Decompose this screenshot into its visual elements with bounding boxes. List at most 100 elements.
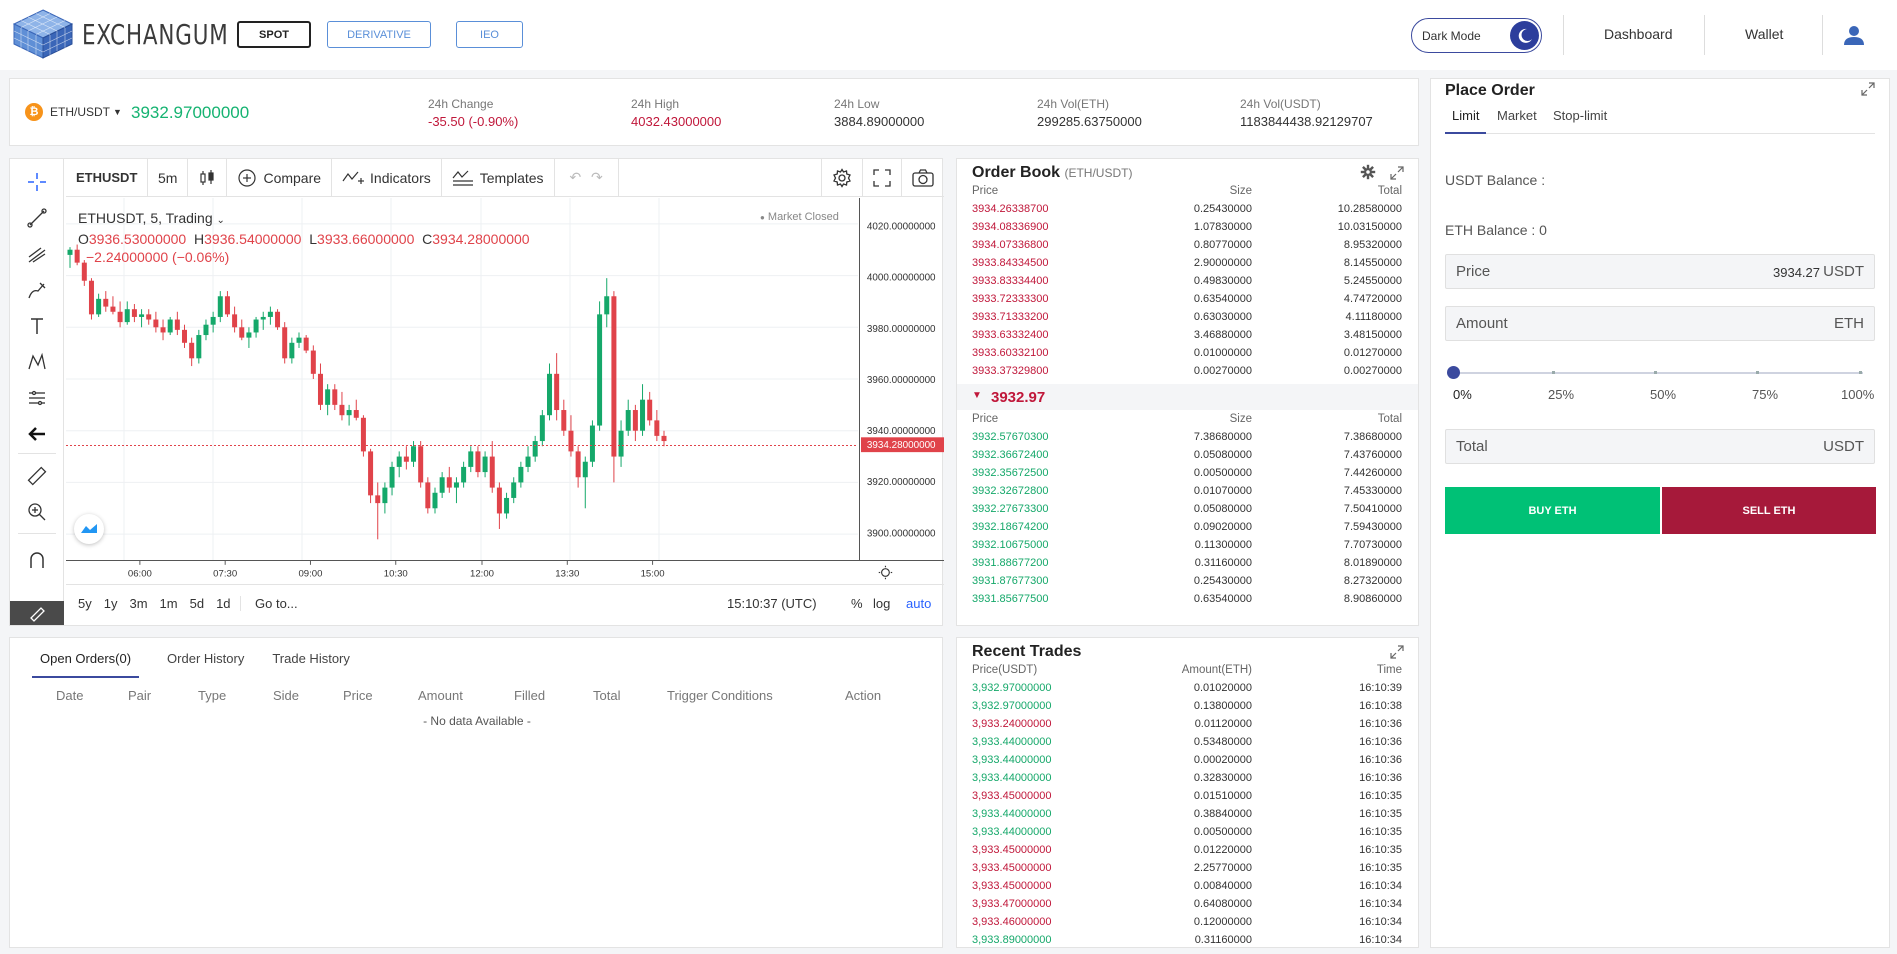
trade-row[interactable]: 3,933.45000000 0.01220000 16:10:35 — [972, 844, 1402, 862]
trade-row[interactable]: 3,933.47000000 0.64080000 16:10:34 — [972, 898, 1402, 916]
expand-icon[interactable] — [1861, 82, 1875, 96]
trade-row[interactable]: 3,933.45000000 0.01510000 16:10:35 — [972, 790, 1402, 808]
ask-row[interactable]: 3933.37329800 0.00270000 0.00270000 — [972, 365, 1402, 383]
range-5d[interactable]: 5d — [189, 596, 205, 611]
trade-row[interactable]: 3,932.97000000 0.01020000 16:10:39 — [972, 682, 1402, 700]
log-toggle[interactable]: log — [873, 596, 891, 611]
bid-row[interactable]: 3931.88677200 0.31160000 8.01890000 — [972, 557, 1402, 575]
auto-toggle[interactable]: auto — [906, 596, 932, 611]
bid-row[interactable]: 3932.35672500 0.00500000 7.44260000 — [972, 467, 1402, 485]
bid-row[interactable]: 3932.57670300 7.38680000 7.38680000 — [972, 431, 1402, 449]
brand-logo[interactable]: EXCHANGUM — [12, 8, 254, 60]
bid-row[interactable]: 3932.32672800 0.01070000 7.45330000 — [972, 485, 1402, 503]
templates-button[interactable]: Templates — [442, 158, 555, 197]
tab-order-history[interactable]: Order History — [167, 651, 245, 666]
redo-icon[interactable]: ↷ — [590, 169, 603, 185]
crosshair-icon[interactable] — [26, 171, 48, 193]
ask-row[interactable]: 3933.71333200 0.63030000 4.11180000 — [972, 311, 1402, 329]
symbol-search[interactable]: ETHUSDT — [66, 158, 148, 197]
tab-trade-history[interactable]: Trade History — [272, 651, 350, 666]
fullscreen-button[interactable] — [863, 158, 902, 197]
trade-row[interactable]: 3,933.44000000 0.32830000 16:10:36 — [972, 772, 1402, 790]
mark-100[interactable]: 100% — [1841, 387, 1875, 402]
trade-row[interactable]: 3,933.24000000 0.01120000 16:10:36 — [972, 718, 1402, 736]
ruler-icon[interactable] — [26, 465, 48, 487]
ask-row[interactable]: 3933.60332100 0.01000000 0.01270000 — [972, 347, 1402, 365]
ieo-button[interactable]: IEO — [456, 21, 523, 48]
magnet-icon[interactable] — [26, 549, 48, 571]
interval-selector[interactable]: 5m — [148, 158, 189, 197]
zoom-in-icon[interactable] — [26, 501, 48, 523]
tab-open-orders[interactable]: Open Orders(0) — [32, 651, 140, 678]
sell-eth-button[interactable]: SELL ETH — [1662, 487, 1876, 534]
trade-row[interactable]: 3,933.44000000 0.00500000 16:10:35 — [972, 826, 1402, 844]
range-1m[interactable]: 1m — [159, 596, 178, 611]
trade-row[interactable]: 3,933.44000000 0.53480000 16:10:36 — [972, 736, 1402, 754]
mark-0[interactable]: 0% — [1453, 387, 1472, 402]
expand-icon[interactable] — [1390, 645, 1404, 659]
lock-drawings-button[interactable] — [10, 601, 64, 625]
mark-75[interactable]: 75% — [1752, 387, 1779, 402]
range-3m[interactable]: 3m — [129, 596, 148, 611]
bid-row[interactable]: 3932.18674200 0.09020000 7.59430000 — [972, 521, 1402, 539]
indicators-button[interactable]: Indicators — [332, 158, 442, 197]
user-icon[interactable] — [1843, 24, 1865, 51]
pitchfork-icon[interactable] — [26, 243, 48, 265]
goto-button[interactable]: Go to... — [240, 596, 298, 611]
pair-selector[interactable]: ₿ ETH/USDT ▼ — [25, 103, 122, 121]
trade-row[interactable]: 3,933.45000000 0.00840000 16:10:34 — [972, 880, 1402, 898]
trade-row[interactable]: 3,933.44000000 0.38840000 16:10:35 — [972, 808, 1402, 826]
ask-row[interactable]: 3933.84334500 2.90000000 8.14550000 — [972, 257, 1402, 275]
ask-row[interactable]: 3933.63332400 3.46880000 3.48150000 — [972, 329, 1402, 347]
tab-stop-limit[interactable]: Stop-limit — [1553, 108, 1608, 123]
percent-toggle[interactable]: % — [851, 596, 863, 611]
range-1d[interactable]: 1d — [216, 596, 231, 611]
slider-handle[interactable] — [1447, 366, 1460, 379]
dashboard-link[interactable]: Dashboard — [1604, 26, 1673, 42]
trade-row[interactable]: 3,933.45000000 2.25770000 16:10:35 — [972, 862, 1402, 880]
time-axis[interactable]: 06:00 07:30 09:00 10:30 12:00 13:30 15:00 — [66, 560, 944, 584]
ask-row[interactable]: 3933.83334400 0.49830000 5.24550000 — [972, 275, 1402, 293]
price-axis[interactable]: 4020.00000000 4000.00000000 3980.00000000 3… — [859, 198, 944, 560]
trend-line-icon[interactable] — [26, 207, 48, 229]
chart-type-button[interactable] — [188, 158, 228, 197]
settings-button[interactable] — [821, 158, 863, 197]
mark-50[interactable]: 50% — [1650, 387, 1677, 402]
bid-row[interactable]: 3932.27673300 0.05080000 7.50410000 — [972, 503, 1402, 521]
tab-limit[interactable]: Limit — [1445, 108, 1487, 134]
trade-row[interactable]: 3,933.46000000 0.12000000 16:10:34 — [972, 916, 1402, 934]
wallet-link[interactable]: Wallet — [1745, 26, 1784, 42]
measure-ruler-icon[interactable] — [26, 387, 48, 409]
brush-icon[interactable] — [26, 279, 48, 301]
trade-row[interactable]: 3,933.89000000 0.31160000 16:10:34 — [972, 934, 1402, 947]
orderbook-gear-icon[interactable] — [1360, 164, 1376, 180]
tab-market[interactable]: Market — [1497, 108, 1537, 123]
legend-title-row[interactable]: ETHUSDT, 5, Trading ⌄ — [78, 209, 530, 230]
trade-row[interactable]: 3,933.44000000 0.00020000 16:10:36 — [972, 754, 1402, 772]
candlestick-plot[interactable] — [66, 198, 858, 560]
bid-row[interactable]: 3932.36672400 0.05080000 7.43760000 — [972, 449, 1402, 467]
tradingview-logo[interactable] — [74, 514, 104, 544]
arrow-left-icon[interactable] — [26, 423, 48, 445]
ask-row[interactable]: 3934.07336800 0.80770000 8.95320000 — [972, 239, 1402, 257]
expand-icon[interactable] — [1390, 166, 1404, 180]
ask-row[interactable]: 3934.08336900 1.07830000 10.03150000 — [972, 221, 1402, 239]
bid-row[interactable]: 3931.85677500 0.63540000 8.90860000 — [972, 593, 1402, 611]
dark-mode-toggle[interactable]: Dark Mode — [1411, 18, 1542, 53]
screenshot-button[interactable] — [902, 159, 944, 197]
ask-row[interactable]: 3934.26338700 0.25430000 10.28580000 — [972, 203, 1402, 221]
mark-25[interactable]: 25% — [1548, 387, 1575, 402]
buy-eth-button[interactable]: BUY ETH — [1445, 487, 1660, 534]
range-1y[interactable]: 1y — [103, 596, 118, 611]
derivative-button[interactable]: DERIVATIVE — [327, 21, 431, 48]
pattern-icon[interactable] — [26, 351, 48, 373]
ask-row[interactable]: 3933.72333300 0.63540000 4.74720000 — [972, 293, 1402, 311]
compare-button[interactable]: Compare — [227, 158, 333, 197]
bid-row[interactable]: 3931.87677300 0.25430000 8.27320000 — [972, 575, 1402, 593]
amount-field[interactable]: Amount ETH — [1445, 306, 1875, 341]
undo-icon[interactable]: ↶ — [569, 169, 582, 185]
total-field[interactable]: Total USDT — [1445, 429, 1875, 464]
amount-slider-track[interactable] — [1447, 366, 1863, 379]
clock[interactable]: 15:10:37 (UTC) — [727, 596, 817, 611]
range-5y[interactable]: 5y — [78, 596, 92, 611]
